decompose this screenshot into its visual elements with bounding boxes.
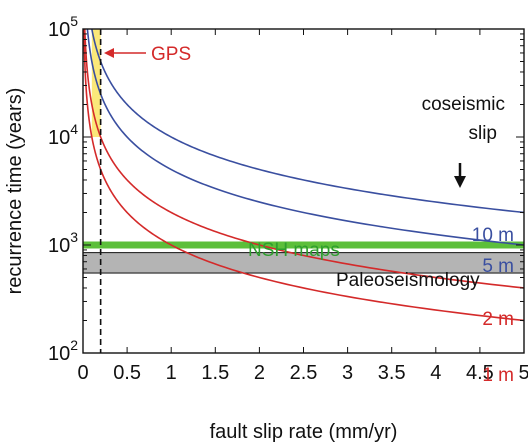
x-tick-label: 0.5 bbox=[113, 362, 141, 384]
x-tick-label: 1.5 bbox=[201, 362, 229, 384]
y-tick-base: 10 bbox=[48, 127, 70, 149]
y-tick-label: 104 bbox=[48, 121, 78, 149]
y-tick-label: 103 bbox=[48, 229, 78, 257]
frame-layer bbox=[82, 28, 525, 354]
x-tick-label: 0 bbox=[77, 362, 88, 384]
gps-label: GPS bbox=[151, 44, 191, 65]
paleoseismology-band bbox=[83, 252, 524, 274]
series-label-10m: 10 m bbox=[472, 225, 514, 246]
plot-frame bbox=[82, 28, 525, 354]
y-tick-exp: 5 bbox=[70, 13, 78, 29]
series-line-5m bbox=[86, 29, 524, 246]
x-tick-label: 3.5 bbox=[378, 362, 406, 384]
y-axis-label: recurrence time (years) bbox=[4, 88, 26, 295]
x-tick-label: 4.5 bbox=[466, 362, 494, 384]
y-tick-base: 10 bbox=[48, 235, 70, 257]
y-tick-exp: 4 bbox=[70, 121, 78, 137]
x-axis-label: fault slip rate (mm/yr) bbox=[210, 421, 398, 443]
y-tick-exp: 3 bbox=[70, 229, 78, 245]
bands-layer bbox=[83, 241, 524, 274]
series-line-2m bbox=[83, 29, 524, 289]
slip-label: slip bbox=[468, 123, 497, 144]
nsh-maps-label: NSH maps bbox=[248, 240, 340, 261]
y-tick-label: 105 bbox=[48, 13, 78, 41]
x-tick-label: 5 bbox=[518, 362, 528, 384]
y-tick-base: 10 bbox=[48, 19, 70, 41]
coseismic-arrow-head bbox=[454, 176, 466, 188]
x-tick-label: 3 bbox=[342, 362, 353, 384]
x-tick-label: 1 bbox=[166, 362, 177, 384]
series-label-2m: 2 m bbox=[482, 309, 514, 330]
x-tick-label: 2.5 bbox=[290, 362, 318, 384]
y-tick-base: 10 bbox=[48, 343, 70, 365]
series-line-10m bbox=[91, 29, 524, 214]
gps-arrow-head bbox=[104, 48, 114, 58]
y-tick-label: 102 bbox=[48, 337, 78, 365]
series-layer bbox=[83, 29, 524, 353]
x-tick-label: 2 bbox=[254, 362, 265, 384]
series-label-5m: 5 m bbox=[482, 256, 514, 277]
series-label-1m: 1 m bbox=[482, 365, 514, 386]
coseismic-label: coseismic bbox=[422, 94, 505, 115]
paleoseismology-label: Paleoseismology bbox=[336, 270, 480, 291]
x-tick-label: 4 bbox=[430, 362, 441, 384]
series-line-1m bbox=[83, 29, 524, 322]
y-tick-exp: 2 bbox=[70, 337, 78, 353]
